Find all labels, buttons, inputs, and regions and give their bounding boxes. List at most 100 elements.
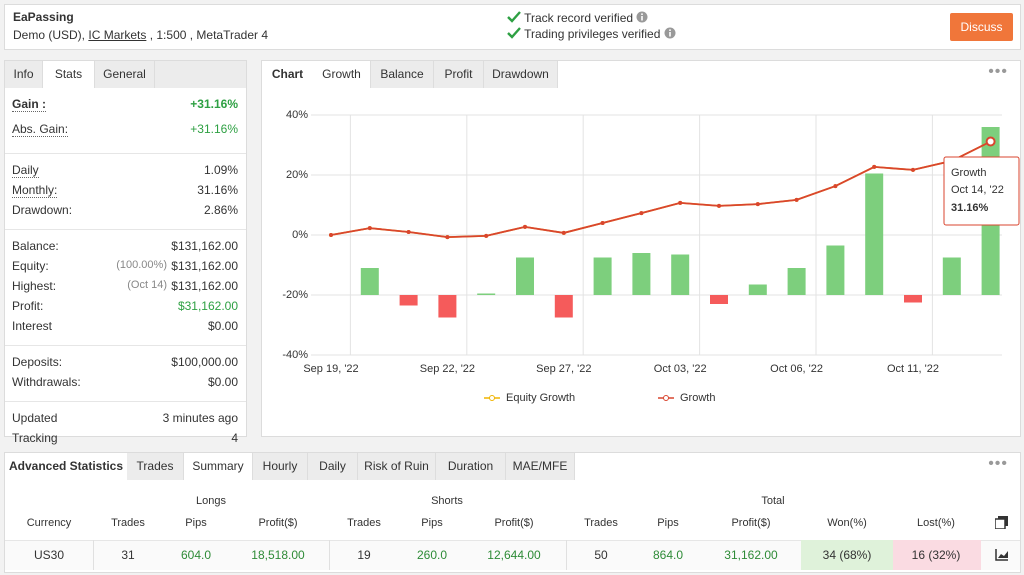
point — [367, 226, 372, 231]
verification: Trading privileges verified — [507, 27, 676, 41]
tab[interactable]: Growth — [313, 61, 371, 88]
discuss-button[interactable]: Discuss — [950, 13, 1013, 41]
separator — [5, 153, 246, 154]
stat-label: Equity: — [12, 259, 49, 273]
point — [833, 184, 838, 189]
broker-link[interactable]: IC Markets — [88, 28, 147, 42]
stat-value: $0.00 — [207, 375, 238, 389]
stat-value: $31,162.00 — [177, 299, 238, 313]
stat-value: $100,000.00 — [171, 355, 238, 369]
y-tick-label: -20% — [282, 289, 308, 301]
cell: 260.0 — [416, 548, 448, 562]
verification-text: Trading privileges verified — [524, 27, 661, 41]
stat-note: (Oct 14) — [127, 279, 167, 291]
separator — [5, 229, 246, 230]
title: EaPassing — [13, 10, 74, 24]
stat-value: 4 — [231, 431, 238, 445]
info-icon[interactable] — [636, 11, 648, 23]
stat-value: $131,162.00 — [171, 259, 238, 273]
cell: 34 (68%) — [822, 548, 872, 562]
advanced-panel: ••• Advanced Statistics Trades Summary Hour… — [4, 452, 1021, 573]
x-tick-label: Sep 19, '22 — [303, 363, 358, 375]
tab[interactable]: Stats — [43, 61, 95, 88]
point — [445, 235, 450, 240]
column-header: Won(%) — [827, 517, 867, 529]
bar — [360, 268, 379, 295]
tab[interactable]: Chart — [262, 61, 313, 88]
stat-label: Abs. Gain: — [12, 122, 69, 137]
chart-panel: ••• -40% -20% 0% 20% 40% Sep 19, '22 Sep 22, '… — [261, 60, 1021, 437]
tab[interactable]: Hourly — [253, 453, 308, 480]
account: Demo (USD), IC Markets , 1:500 , MetaTra… — [13, 28, 268, 42]
stat-label: Interest — [12, 319, 53, 333]
stat-value: 3 minutes ago — [162, 411, 238, 425]
cell: 31,162.00 — [724, 548, 778, 562]
bar — [593, 257, 612, 295]
stat-value: 2.86% — [203, 203, 238, 217]
tab[interactable]: Duration — [436, 453, 506, 480]
menu-dots[interactable]: ••• — [988, 455, 1008, 472]
bar — [826, 245, 845, 295]
stat-note: (100.00%) — [116, 259, 167, 271]
stat-value: $131,162.00 — [171, 279, 238, 293]
bar — [516, 257, 534, 295]
bar — [710, 295, 728, 304]
stat-label: Highest: — [12, 279, 57, 293]
x-tick-label: Sep 22, '22 — [420, 363, 475, 375]
tab[interactable]: Drawdown — [484, 61, 558, 88]
stat-label: Drawdown: — [12, 203, 73, 217]
column-header: Trades — [347, 517, 381, 529]
column-separator — [93, 540, 94, 570]
info-icon[interactable] — [664, 27, 676, 39]
copy-icon[interactable] — [995, 516, 1008, 529]
column-header: Pips — [657, 517, 679, 529]
tab[interactable]: Risk of Ruin — [358, 453, 436, 480]
cell: 50 — [594, 548, 608, 562]
check-icon — [507, 11, 521, 23]
tab[interactable]: Daily — [308, 453, 358, 480]
tab[interactable]: Balance — [371, 61, 434, 88]
legend-marker — [663, 395, 669, 401]
y-tick-label: 0% — [292, 229, 308, 241]
check-icon — [507, 27, 521, 39]
cell: US30 — [33, 548, 65, 562]
stat-value: 31.16% — [197, 183, 238, 197]
column-header: Profit($) — [258, 517, 298, 529]
stat-label: Updated — [12, 411, 58, 425]
y-tick-label: -40% — [282, 349, 308, 361]
bar — [942, 257, 961, 295]
column-header: Trades — [111, 517, 145, 529]
tab[interactable]: Summary — [184, 453, 253, 480]
tab-bar-fill — [155, 61, 246, 88]
stat-value: $131,162.00 — [171, 239, 238, 253]
tab[interactable]: Trades — [127, 453, 184, 480]
bar — [865, 173, 884, 295]
tab[interactable]: MAE/MFE — [506, 453, 575, 480]
tooltip-date: Oct 14, '22 — [951, 184, 1004, 196]
x-tick-label: Oct 03, '22 — [654, 363, 707, 375]
lost-cell — [893, 540, 981, 570]
tab[interactable]: Info — [5, 61, 43, 88]
cell: 864.0 — [652, 548, 684, 562]
chart-icon[interactable] — [995, 549, 1008, 561]
tooltip-series: Growth — [951, 167, 986, 179]
group-header: Shorts — [431, 495, 463, 507]
tab[interactable]: Advanced Statistics — [5, 453, 127, 480]
stat-label: Tracking — [12, 431, 58, 445]
stat-label: Gain : — [12, 97, 47, 112]
separator — [5, 345, 246, 346]
bar — [671, 254, 690, 295]
bar — [632, 253, 651, 295]
menu-dots[interactable]: ••• — [988, 63, 1008, 80]
stat-value: $0.00 — [207, 319, 238, 333]
point — [329, 233, 333, 237]
x-tick-label: Sep 27, '22 — [536, 363, 591, 375]
cell: 19 — [357, 548, 371, 562]
bar — [399, 295, 418, 306]
bar — [748, 284, 767, 295]
cell: 16 (32%) — [911, 548, 961, 562]
tab[interactable]: Profit — [434, 61, 484, 88]
column-header: Trades — [584, 517, 618, 529]
tab[interactable]: General — [95, 61, 155, 88]
